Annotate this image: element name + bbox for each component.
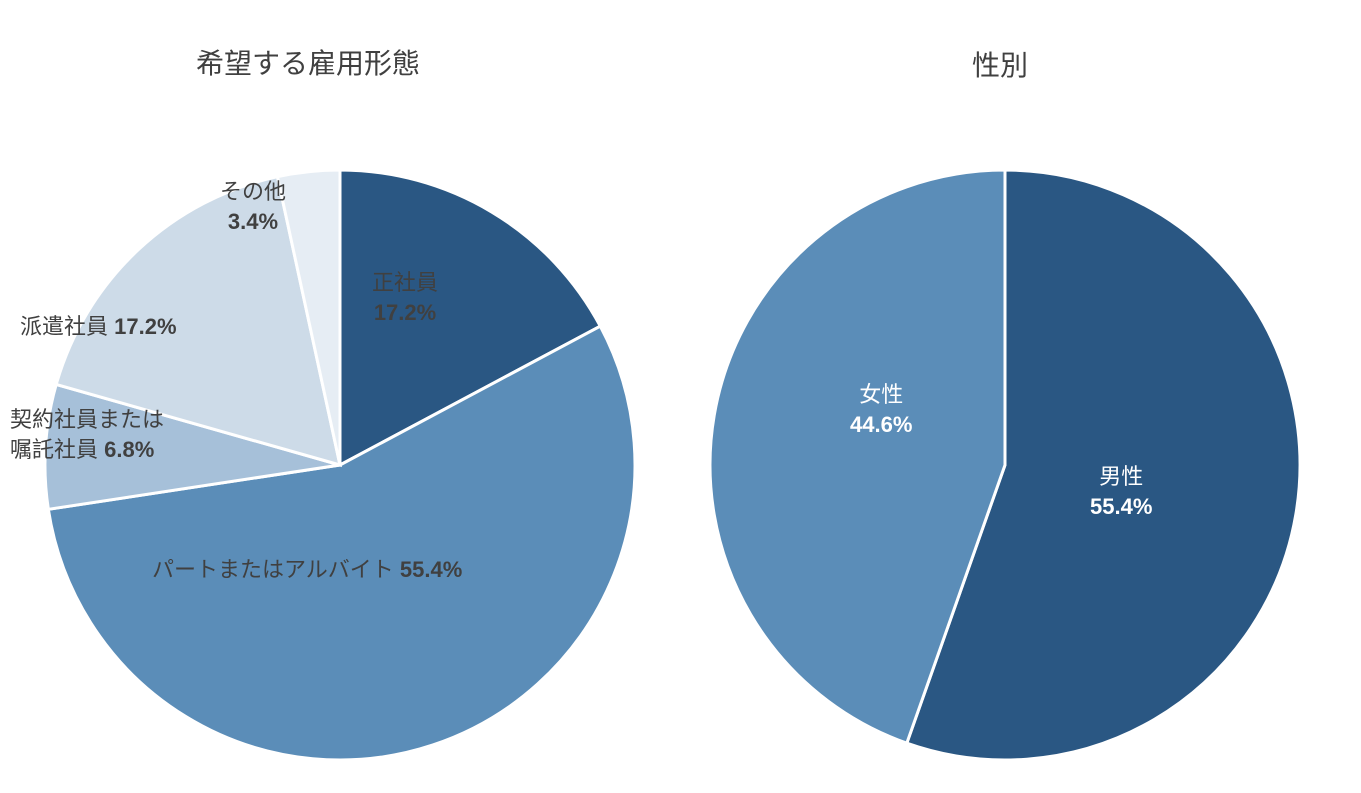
label-part: パートまたはアルバイト 55.4% — [152, 555, 462, 585]
label-keiyaku: 契約社員または嘱託社員 6.8% — [10, 405, 164, 464]
label-male: 男性55.4% — [1090, 462, 1152, 521]
pie-right — [0, 0, 1361, 793]
chart-stage: 希望する雇用形態 性別 正社員17.2%パートまたはアルバイト 55.4%契約社… — [0, 0, 1361, 793]
label-female: 女性44.6% — [850, 380, 912, 439]
label-seishain: 正社員17.2% — [372, 268, 438, 327]
label-haken: 派遣社員 17.2% — [20, 312, 177, 342]
label-other: その他3.4% — [220, 177, 286, 236]
